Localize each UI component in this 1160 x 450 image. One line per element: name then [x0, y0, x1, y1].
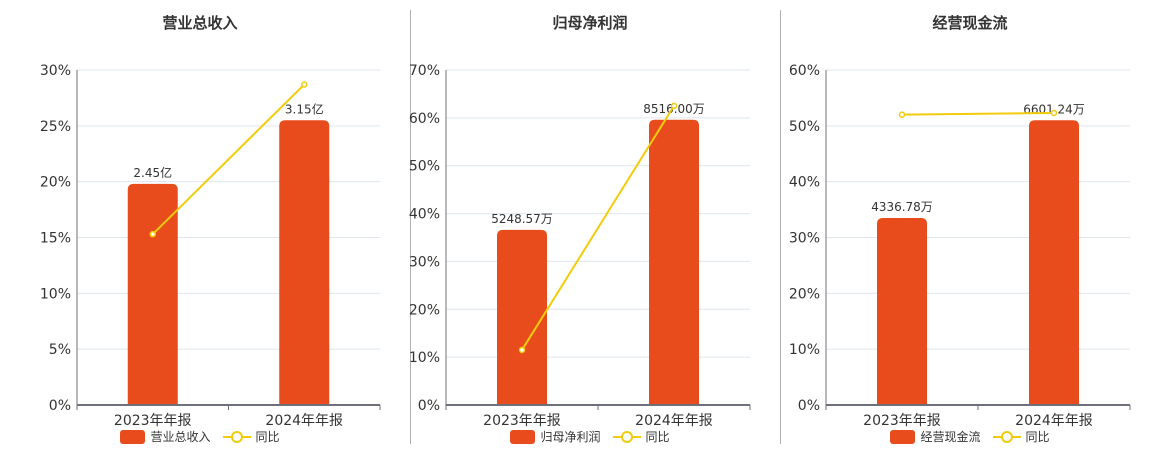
- y-tick-label: 70%: [409, 63, 440, 79]
- legend-item-bar[interactable]: 营业总收入: [120, 428, 211, 445]
- chart-plot: 0% 5% 10% 15% 20% 25% 30% 2.45亿 3.15亿 2023年年报 2024…: [40, 63, 381, 429]
- bar[interactable]: [1029, 120, 1079, 405]
- y-tick-label: 20%: [409, 302, 440, 318]
- legend-label: 营业总收入: [150, 430, 211, 444]
- x-tick-label: 2023年年报: [114, 413, 192, 429]
- x-tick-label: 2023年年报: [483, 413, 561, 429]
- bar[interactable]: [127, 183, 178, 405]
- y-tick-label: 50%: [409, 159, 440, 175]
- chart-panel-revenue: 营业总收入 0% 5% 10% 15% 20% 25% 30% 2.45亿 3.15亿 2023年…: [0, 0, 400, 450]
- yoy-point[interactable]: [301, 81, 308, 88]
- legend: 归母净利润 同比: [400, 428, 780, 445]
- chart-title: 营业总收入: [162, 14, 238, 32]
- chart-title: 经营现金流: [932, 14, 1008, 32]
- y-tick-label: 10%: [789, 342, 820, 358]
- legend-item-line[interactable]: 同比: [222, 428, 280, 445]
- x-tick-label: 2024年年报: [1015, 413, 1093, 429]
- panel-divider: [410, 10, 411, 444]
- bar[interactable]: [877, 217, 927, 405]
- bar-swatch-icon: [510, 429, 536, 444]
- legend-label: 经营现金流: [920, 430, 981, 444]
- y-tick-label: 15%: [40, 231, 71, 247]
- legend: 经营现金流 同比: [780, 428, 1160, 445]
- chart-plot: 0%10%20%30%40%50%60%70%5248.57万8516.00万2…: [409, 63, 751, 429]
- line-marker-icon: [992, 430, 1021, 444]
- legend-label: 同比: [645, 430, 670, 444]
- bar-value-label: 4336.78万: [871, 200, 933, 214]
- legend-item-line[interactable]: 同比: [612, 428, 670, 445]
- y-tick-label: 10%: [409, 350, 440, 366]
- x-tick-label: 2024年年报: [265, 413, 343, 429]
- y-tick-label: 20%: [40, 175, 71, 191]
- x-tick-label: 2024年年报: [635, 413, 713, 429]
- y-tick-label: 20%: [789, 286, 820, 302]
- bar-swatch-icon: [890, 429, 916, 444]
- yoy-point[interactable]: [670, 102, 678, 110]
- y-tick-label: 0%: [418, 398, 440, 414]
- y-tick-label: 30%: [409, 254, 440, 270]
- yoy-point[interactable]: [1050, 109, 1058, 117]
- chart-plot: 0%10%20%30%40%50%60%4336.78万6601.24万2023…: [789, 63, 1131, 429]
- yoy-line: [521, 105, 675, 351]
- line-marker-icon: [222, 430, 251, 444]
- y-tick-label: 30%: [40, 63, 71, 79]
- bar[interactable]: [497, 229, 547, 405]
- y-tick-label: 60%: [409, 111, 440, 127]
- chart-panel-operating-cashflow: 经营现金流 0% 10% 20% 30% 40% 50% 60% 4336.78万 6601.2…: [780, 0, 1160, 450]
- y-tick-label: 40%: [789, 175, 820, 191]
- y-tick-label: 30%: [789, 231, 820, 247]
- yoy-line: [901, 111, 1055, 116]
- legend-label: 归母净利润: [540, 430, 601, 444]
- y-tick-label: 5%: [49, 342, 71, 358]
- legend-item-bar[interactable]: 归母净利润: [510, 428, 601, 445]
- chart-title: 归母净利润: [552, 14, 628, 32]
- bar[interactable]: [279, 120, 330, 405]
- y-tick-label: 40%: [409, 207, 440, 223]
- y-tick-label: 50%: [789, 119, 820, 135]
- y-tick-label: 60%: [789, 63, 820, 79]
- y-tick-label: 0%: [49, 398, 71, 414]
- y-tick-label: 25%: [40, 119, 71, 135]
- chart-panel-net-profit: 归母净利润 0%10%20%30%40%50%60%70%5248.57万851…: [400, 0, 780, 450]
- yoy-point[interactable]: [518, 346, 526, 354]
- y-tick-label: 10%: [40, 286, 71, 302]
- legend: 营业总收入 同比: [0, 428, 400, 445]
- legend-item-line[interactable]: 同比: [992, 428, 1050, 445]
- panel-divider: [780, 10, 781, 444]
- bar-value-label: 3.15亿: [285, 101, 324, 116]
- legend-label: 同比: [255, 430, 280, 444]
- yoy-line: [152, 83, 305, 235]
- line-marker-icon: [612, 430, 641, 444]
- y-tick-label: 0%: [798, 398, 820, 414]
- bar-value-label: 2.45亿: [133, 165, 172, 180]
- legend-item-bar[interactable]: 经营现金流: [890, 428, 981, 445]
- yoy-point[interactable]: [898, 111, 906, 118]
- bar-value-label: 5248.57万: [491, 212, 553, 226]
- bar-swatch-icon: [120, 429, 146, 444]
- yoy-point[interactable]: [149, 230, 156, 238]
- legend-label: 同比: [1025, 430, 1050, 444]
- bar[interactable]: [649, 119, 699, 406]
- x-tick-label: 2023年年报: [863, 413, 941, 429]
